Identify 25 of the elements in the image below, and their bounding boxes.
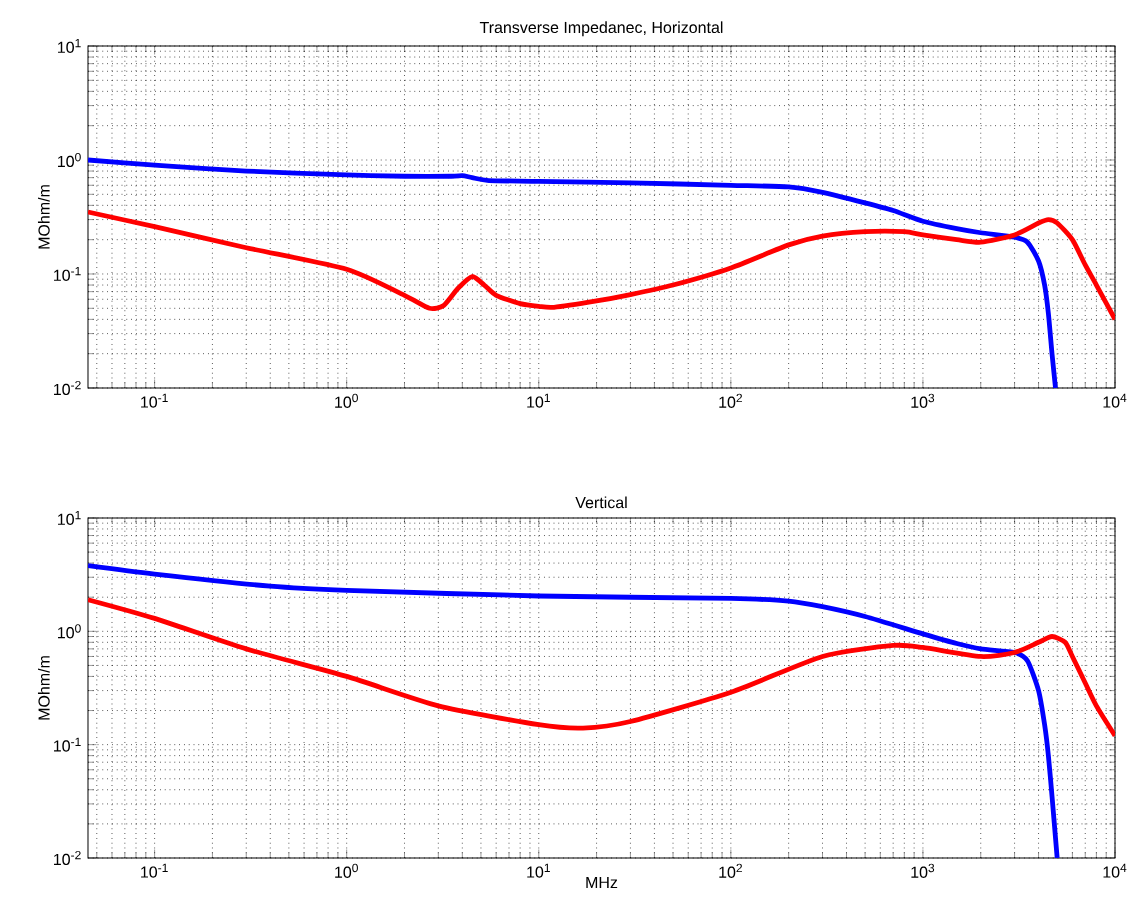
- y-tick-label: 10$^{0}$: [58, 152, 81, 168]
- x-tick-label: 10$^{4}$: [1103, 393, 1127, 408]
- chart-title: Transverse Impedanec, Horizontal: [479, 21, 723, 37]
- chart-title: Vertical: [575, 496, 627, 509]
- x-tick-label: 10$^{1}$: [527, 863, 550, 878]
- x-tick-label: 10$^{1}$: [527, 393, 550, 408]
- y-axis-title: MOhm/m: [37, 185, 50, 249]
- x-tick-label: 10$^{2}$: [719, 863, 742, 878]
- y-tick-label: 10$^{1}$: [58, 38, 81, 54]
- x-tick-label: 10$^{-1}$: [141, 863, 168, 878]
- y-tick-label: 10$^{-2}$: [54, 380, 81, 396]
- x-tick-label: 10$^{3}$: [911, 393, 935, 408]
- y-tick-label: 10$^{-2}$: [54, 850, 81, 866]
- x-tick-label: 10$^{4}$: [1103, 863, 1127, 878]
- x-tick-label: 10$^{3}$: [911, 863, 935, 878]
- x-tick-label: 10$^{-1}$: [141, 393, 168, 408]
- x-tick-label: 10$^{0}$: [335, 863, 358, 878]
- y-tick-label: 10$^{-1}$: [54, 737, 81, 752]
- y-tick-label: 10$^{1}$: [58, 510, 81, 526]
- y-tick-label: 10$^{0}$: [58, 624, 81, 639]
- x-tick-label: 10$^{2}$: [719, 393, 742, 408]
- x-tick-label: 10$^{0}$: [335, 393, 358, 408]
- y-axis-title: MOhm/m: [37, 656, 50, 720]
- y-tick-label: 10$^{-1}$: [54, 266, 81, 282]
- x-axis-title: MHz: [586, 876, 618, 888]
